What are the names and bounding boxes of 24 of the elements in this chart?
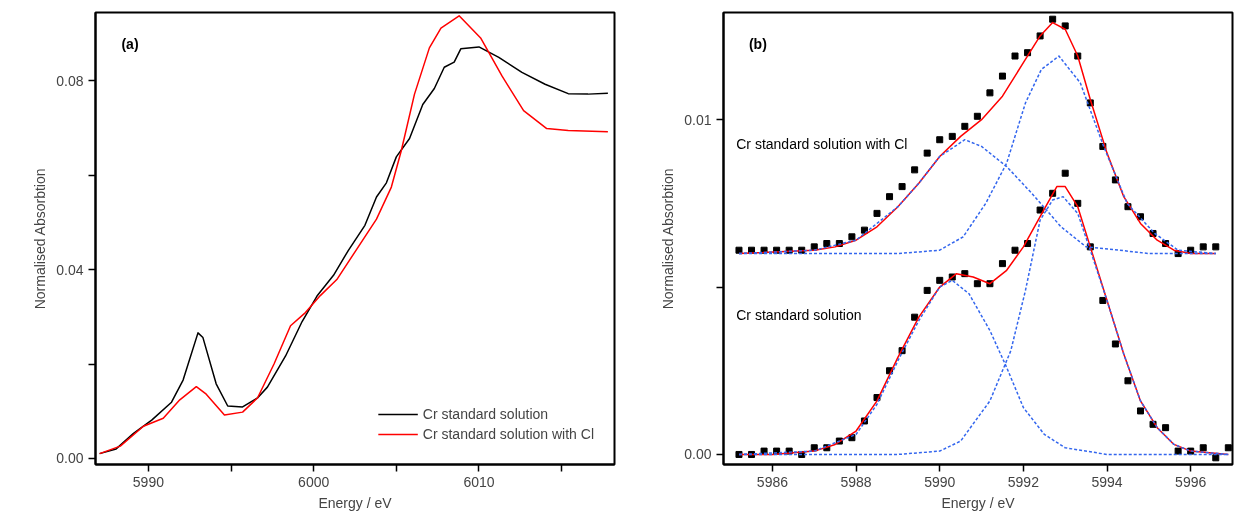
y-tick-label: 0.01 [684,111,712,128]
y-tick-label: 0.08 [56,72,84,89]
x-tick-label: 5988 [840,473,872,490]
annotation: (a) [121,36,139,53]
annotation: Cr standard solution [736,307,862,324]
x-tick-label: 5990 [132,473,165,490]
y-tick-label: 0.00 [56,450,84,467]
x-tick-label: 6000 [298,473,330,490]
x-axis-title: Energy / eV [318,494,393,511]
legend-label: Cr standard solution [422,406,549,422]
x-tick-label: 5996 [1175,473,1207,490]
y-axis-title: Normalised Absorbtion [660,168,677,310]
x-axis-title: Energy / eV [941,494,1016,511]
y-axis-title: Normalised Absorbtion [32,168,49,310]
annotation: Cr standard solution with Cl [736,135,908,152]
y-tick-label: 0.00 [684,446,712,463]
legend-label: Cr standard solution with Cl [422,426,594,442]
y-tick-label: 0.04 [56,261,84,278]
annotation: (b) [748,36,767,53]
x-tick-label: 5986 [756,473,789,490]
x-tick-label: 5994 [1091,473,1123,490]
x-tick-label: 6010 [463,473,495,490]
x-tick-label: 5992 [1007,473,1040,490]
x-tick-label: 5990 [924,473,956,490]
